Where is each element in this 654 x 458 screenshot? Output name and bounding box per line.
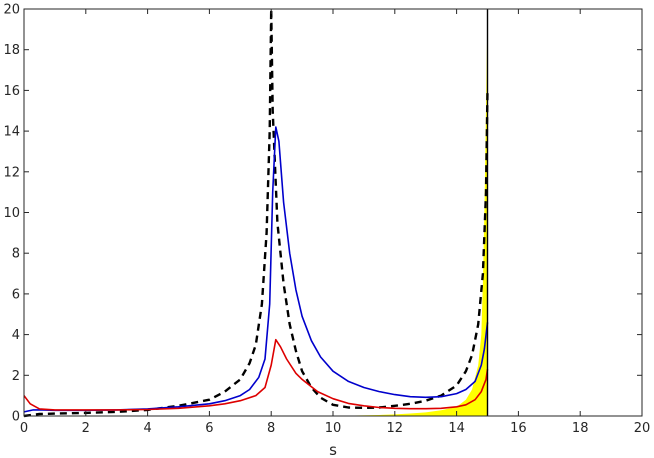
y-tick-label: 18 <box>3 43 20 58</box>
y-tick-label: 6 <box>12 287 20 302</box>
y-tick-label: 2 <box>12 369 20 384</box>
y-tick-label: 20 <box>3 3 20 18</box>
x-tick-label: 20 <box>634 421 651 436</box>
y-tick-label: 10 <box>3 206 20 221</box>
y-tick-label: 0 <box>12 410 20 425</box>
x-tick-label: 10 <box>325 421 342 436</box>
series-line-0 <box>23 7 489 418</box>
plot-area <box>24 9 642 416</box>
y-tick-label: 8 <box>12 247 20 262</box>
y-tick-label: 12 <box>3 165 20 180</box>
y-tick-label: 14 <box>3 125 20 140</box>
x-tick-label: 16 <box>510 421 527 436</box>
x-tick-label: 8 <box>267 421 275 436</box>
x-tick-label: 4 <box>143 421 151 436</box>
x-tick-label: 18 <box>572 421 589 436</box>
y-tick-label: 16 <box>3 84 20 99</box>
x-tick-label: 0 <box>20 421 28 436</box>
series-layer <box>23 7 489 418</box>
y-tick-label: 4 <box>12 328 20 343</box>
series-line-2 <box>23 338 489 411</box>
x-tick-label: 14 <box>448 421 465 436</box>
x-tick-label: 2 <box>82 421 90 436</box>
x-tick-label: 12 <box>387 421 404 436</box>
x-tick-label: 6 <box>205 421 213 436</box>
x-axis-label: s <box>329 441 337 458</box>
tick-layer: 0 2 4 6 8 10 12 14 16 18 20 0 2 4 6 8 10 12 14 16 18 20 <box>3 3 650 437</box>
